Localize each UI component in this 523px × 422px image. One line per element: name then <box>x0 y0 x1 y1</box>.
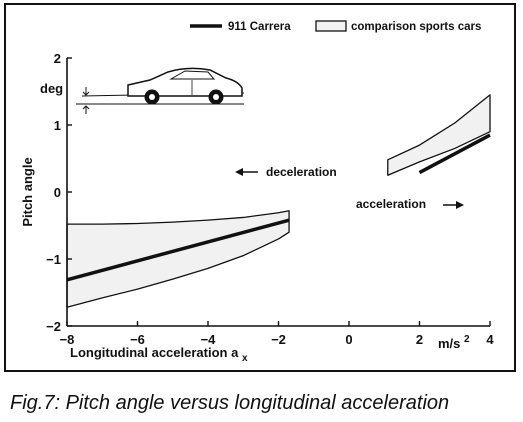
axis-ticks: −8 −6 −4 −2 0 2 4 −2 −1 0 1 2 <box>46 51 494 347</box>
car-window <box>169 70 216 80</box>
x-axis-unit: m/s 2 <box>438 334 470 351</box>
y-tick-label-2: 0 <box>54 185 61 200</box>
x-axis-title-subscript: x <box>242 353 248 364</box>
comparison-bands <box>66 94 491 308</box>
carrera-line-0 <box>66 218 290 282</box>
pitch-angle-arrow-bottom <box>82 105 90 114</box>
acceleration-annotation: acceleration <box>356 197 464 211</box>
x-axis-unit-exponent: 2 <box>464 334 470 345</box>
x-tick-label-0: −8 <box>60 332 75 347</box>
y-tick-label-4: 2 <box>54 51 61 66</box>
legend: 911 Carrera comparison sports cars <box>190 20 481 33</box>
car-front-hub <box>149 94 155 100</box>
x-axis-unit-text: m/s <box>438 336 460 351</box>
figure-caption: Fig.7: Pitch angle versus longitudinal a… <box>10 392 450 414</box>
deceleration-arrow-head <box>235 168 243 176</box>
x-tick-label-4: 0 <box>345 332 352 347</box>
x-tick-label-3: −2 <box>271 332 286 347</box>
y-tick-label-1: −1 <box>46 252 61 267</box>
carrera-line-1 <box>418 133 491 175</box>
pitch-angle-arrow-top <box>82 87 90 96</box>
car-body <box>127 67 243 97</box>
y-axis-title: Pitch angle <box>20 157 35 226</box>
carrera-lines <box>66 133 491 282</box>
acceleration-arrow-head <box>456 201 464 209</box>
x-axis-title-text: Longitudinal acceleration a <box>70 345 239 360</box>
x-tick-label-2: −4 <box>201 332 217 347</box>
car-icon <box>76 67 245 114</box>
legend-carrera-label: 911 Carrera <box>228 21 291 33</box>
deceleration-annotation: deceleration <box>235 165 337 179</box>
x-tick-label-1: −6 <box>130 332 145 347</box>
acceleration-label: acceleration <box>356 197 426 211</box>
comparison-band-0 <box>66 210 290 308</box>
comparison-band-1 <box>387 94 491 176</box>
y-tick-label-3: 1 <box>54 118 61 133</box>
x-tick-label-6: 4 <box>486 332 494 347</box>
y-tick-label-0: −2 <box>46 319 61 334</box>
figure-frame <box>4 3 516 372</box>
legend-band-label: comparison sports cars <box>351 21 481 33</box>
y-axis-unit: deg <box>40 81 63 96</box>
x-axis-title: Longitudinal acceleration a x <box>70 345 248 364</box>
x-tick-label-5: 2 <box>416 332 423 347</box>
deceleration-label: deceleration <box>266 165 337 179</box>
car-rear-hub <box>213 94 219 100</box>
legend-band-swatch <box>315 20 347 32</box>
